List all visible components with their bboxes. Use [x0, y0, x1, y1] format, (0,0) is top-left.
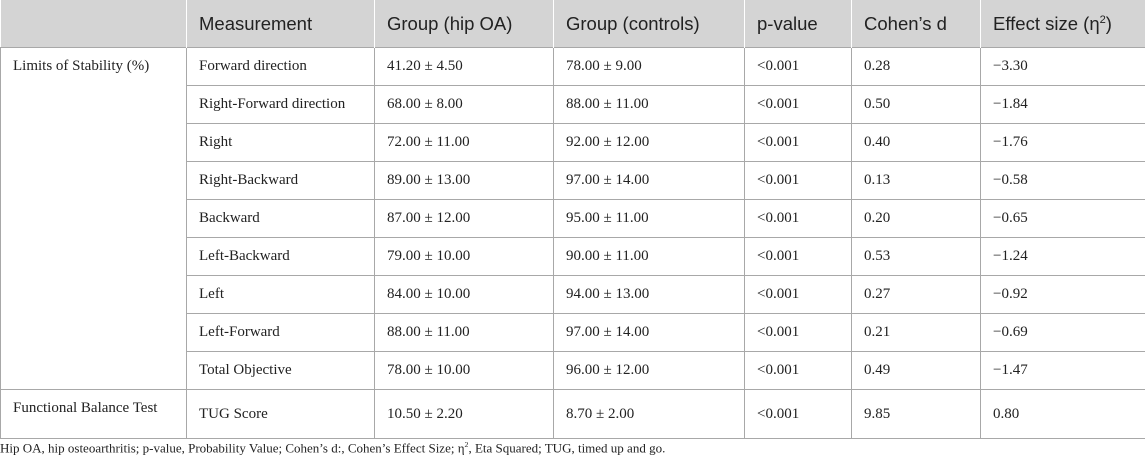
effect-size-cell: −1.84	[980, 85, 1145, 124]
controls-cell: 90.00 ± 11.00	[553, 237, 745, 276]
cohens-d-cell: 0.20	[851, 199, 981, 238]
hip-oa-cell: 41.20 ± 4.50	[374, 47, 554, 86]
p-value-cell: <0.001	[744, 47, 852, 86]
table-row: Functional Balance Test TUG Score 10.50 ± …	[0, 389, 1145, 439]
p-value-cell: <0.001	[744, 389, 852, 439]
effect-size-cell: −0.92	[980, 275, 1145, 314]
table-row: Backward 87.00 ± 12.00 95.00 ± 11.00 <0.001…	[1, 199, 1145, 238]
table-row: Total Objective 78.00 ± 10.00 96.00 ± 12.0…	[1, 351, 1145, 390]
p-value-cell: <0.001	[744, 351, 852, 390]
controls-cell: 97.00 ± 14.00	[553, 161, 745, 200]
cohens-d-cell: 9.85	[851, 389, 981, 439]
effect-size-cell: −1.47	[980, 351, 1145, 390]
effect-size-cell: −1.24	[980, 237, 1145, 276]
hip-oa-cell: 79.00 ± 10.00	[374, 237, 554, 276]
controls-cell: 95.00 ± 11.00	[553, 199, 745, 238]
cohens-d-cell: 0.40	[851, 123, 981, 162]
table-body: Limits of Stability (%) Forward direction…	[0, 47, 1145, 439]
measurement-cell: Right	[186, 123, 375, 162]
footnote: Hip OA, hip osteoarthritis; p-value, Pro…	[0, 440, 666, 456]
p-value-cell: <0.001	[744, 275, 852, 314]
hip-oa-cell: 72.00 ± 11.00	[374, 123, 554, 162]
controls-cell: 88.00 ± 11.00	[553, 85, 745, 124]
effect-size-cell: 0.80	[980, 389, 1145, 439]
cohens-d-cell: 0.49	[851, 351, 981, 390]
results-table: Measurement Group (hip OA) Group (contro…	[0, 0, 1145, 439]
controls-cell: 92.00 ± 12.00	[553, 123, 745, 162]
controls-cell: 8.70 ± 2.00	[553, 389, 745, 439]
cohens-d-cell: 0.53	[851, 237, 981, 276]
controls-cell: 94.00 ± 13.00	[553, 275, 745, 314]
cohens-d-cell: 0.28	[851, 47, 981, 86]
header-row: Measurement Group (hip OA) Group (contro…	[0, 0, 1145, 48]
p-value-cell: <0.001	[744, 123, 852, 162]
group-label: Functional Balance Test	[0, 389, 187, 439]
table-row: Right-Forward direction 68.00 ± 8.00 88.00…	[1, 85, 1145, 124]
effect-size-cell: −0.69	[980, 313, 1145, 352]
effect-size-cell: −0.58	[980, 161, 1145, 200]
measurement-cell: Right-Backward	[186, 161, 375, 200]
effect-size-cell: −3.30	[980, 47, 1145, 86]
header-p-value: p-value	[744, 0, 852, 48]
cohens-d-cell: 0.50	[851, 85, 981, 124]
hip-oa-cell: 10.50 ± 2.20	[374, 389, 554, 439]
measurement-cell: Left	[186, 275, 375, 314]
hip-oa-cell: 89.00 ± 13.00	[374, 161, 554, 200]
measurement-cell: Left-Backward	[186, 237, 375, 276]
measurement-cell: Right-Forward direction	[186, 85, 375, 124]
header-effect-size: Effect size (η2)	[980, 0, 1145, 48]
p-value-cell: <0.001	[744, 199, 852, 238]
hip-oa-cell: 84.00 ± 10.00	[374, 275, 554, 314]
measurement-cell: Left-Forward	[186, 313, 375, 352]
table-row: Left-Forward 88.00 ± 11.00 97.00 ± 14.00 <0…	[1, 313, 1145, 352]
cohens-d-cell: 0.21	[851, 313, 981, 352]
controls-cell: 96.00 ± 12.00	[553, 351, 745, 390]
table-row: Right-Backward 89.00 ± 13.00 97.00 ± 14.00…	[1, 161, 1145, 200]
controls-cell: 78.00 ± 9.00	[553, 47, 745, 86]
measurement-cell: Forward direction	[186, 47, 375, 86]
table-row: Limits of Stability (%) Forward direction…	[0, 47, 1145, 390]
measurement-cell: Total Objective	[186, 351, 375, 390]
hip-oa-cell: 68.00 ± 8.00	[374, 85, 554, 124]
table-row: Left 84.00 ± 10.00 94.00 ± 13.00 <0.001 0.27…	[1, 275, 1145, 314]
hip-oa-cell: 88.00 ± 11.00	[374, 313, 554, 352]
p-value-cell: <0.001	[744, 313, 852, 352]
cohens-d-cell: 0.27	[851, 275, 981, 314]
p-value-cell: <0.001	[744, 237, 852, 276]
controls-cell: 97.00 ± 14.00	[553, 313, 745, 352]
effect-size-cell: −0.65	[980, 199, 1145, 238]
header-cohens-d: Cohen’s d	[851, 0, 981, 48]
hip-oa-cell: 78.00 ± 10.00	[374, 351, 554, 390]
group-label: Limits of Stability (%)	[0, 47, 187, 390]
hip-oa-cell: 87.00 ± 12.00	[374, 199, 554, 238]
p-value-cell: <0.001	[744, 85, 852, 124]
header-effect-size-label: Effect size (η2)	[993, 12, 1112, 34]
measurement-cell: Backward	[186, 199, 375, 238]
header-hip-oa: Group (hip OA)	[374, 0, 554, 48]
measurement-cell: TUG Score	[186, 389, 375, 439]
header-controls: Group (controls)	[553, 0, 745, 48]
header-group	[0, 0, 187, 48]
cohens-d-cell: 0.13	[851, 161, 981, 200]
table-row: Left-Backward 79.00 ± 10.00 90.00 ± 11.00 <…	[1, 237, 1145, 276]
p-value-cell: <0.001	[744, 161, 852, 200]
table-row: Right 72.00 ± 11.00 92.00 ± 12.00 <0.001 0.4…	[1, 123, 1145, 162]
header-measurement: Measurement	[186, 0, 375, 48]
effect-size-cell: −1.76	[980, 123, 1145, 162]
